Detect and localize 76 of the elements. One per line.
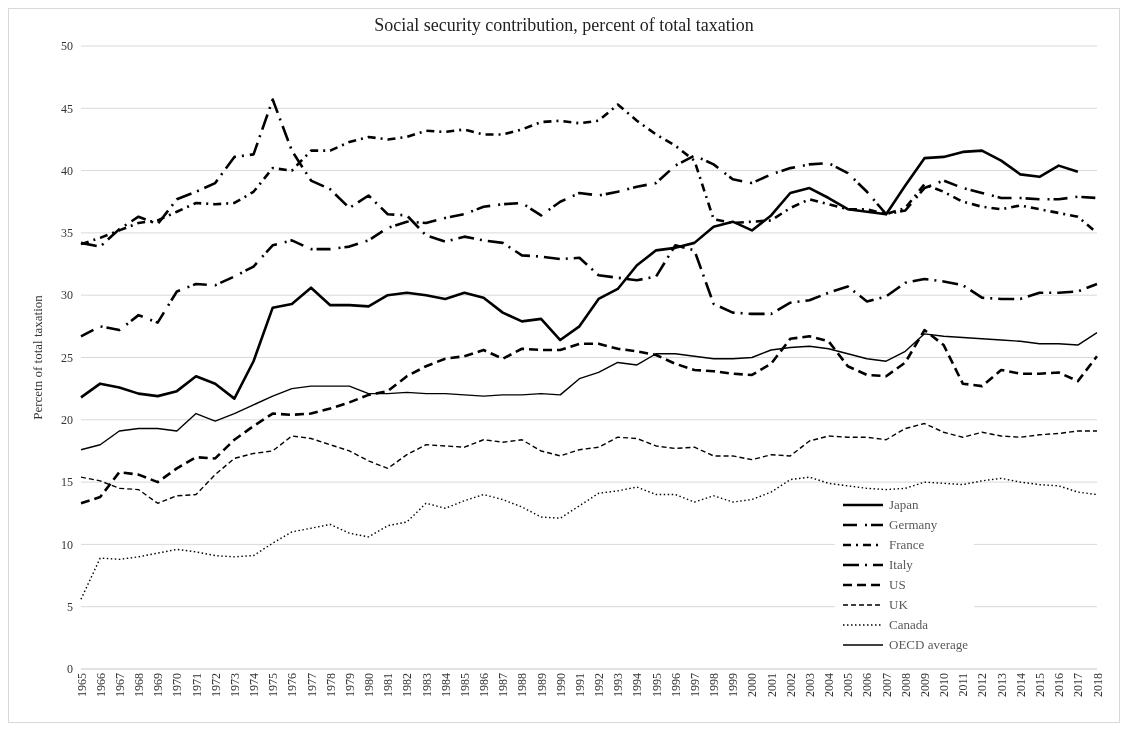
chart-title: Social security contribution, percent of total taxation [373,15,755,36]
x-tick-label: 2006 [860,673,875,697]
x-tick-label: 2013 [994,673,1009,697]
x-tick-label: 2003 [802,673,817,697]
x-tick-label: 1983 [419,673,434,697]
x-tick-label: 1977 [304,673,319,697]
x-tick-label: 2008 [898,673,913,697]
x-tick-label: 2012 [975,673,990,697]
x-tick-label: 1995 [649,673,664,697]
y-tick-label: 10 [61,537,73,552]
x-tick-label: 1979 [342,673,357,697]
y-tick-label: 30 [61,288,73,303]
x-tick-label: 2011 [956,673,971,697]
x-tick-label: 1969 [151,673,166,697]
y-tick-label: 45 [61,101,73,116]
y-tick-label: 25 [61,350,73,365]
x-tick-label: 1965 [74,673,89,697]
x-tick-label: 1978 [323,673,338,697]
y-axis-title: Percetn of total taxation [29,294,45,420]
x-tick-label: 1989 [534,673,549,697]
y-tick-label: 50 [61,39,73,54]
x-tick-label: 2018 [1090,673,1105,697]
y-tick-label: 15 [61,475,73,490]
x-tick-label: 1970 [170,673,185,697]
x-tick-label: 2001 [764,673,779,697]
x-tick-label: 1971 [189,673,204,697]
x-tick-label: 1990 [553,673,568,697]
x-tick-label: 1996 [668,673,683,697]
y-tick-label: 35 [61,226,73,241]
legend-label: Italy [889,557,913,573]
x-tick-label: 1997 [687,673,702,697]
x-tick-label: 2017 [1071,673,1086,697]
x-tick-label: 2007 [879,673,894,697]
x-tick-label: 1981 [381,673,396,697]
x-tick-label: 2004 [822,673,837,697]
x-tick-label: 1980 [362,673,377,697]
x-tick-label: 1986 [477,673,492,697]
x-tick-label: 1993 [611,673,626,697]
x-tick-label: 2015 [1033,673,1048,697]
x-tick-label: 1988 [515,673,530,697]
x-tick-label: 2016 [1052,673,1067,697]
legend-label: Germany [889,517,938,533]
x-tick-label: 2005 [841,673,856,697]
x-tick-label: 1967 [112,673,127,697]
y-tick-label: 5 [67,599,73,614]
x-tick-label: 1966 [93,673,108,697]
x-tick-label: 1985 [457,673,472,697]
x-tick-label: 2010 [937,673,952,697]
y-tick-label: 20 [61,413,73,428]
x-tick-label: 2002 [783,673,798,697]
legend-label: US [889,577,906,593]
x-tick-label: 1975 [266,673,281,697]
x-tick-label: 1999 [726,673,741,697]
x-tick-label: 1973 [227,673,242,697]
x-tick-label: 2009 [917,673,932,697]
legend-label: France [889,537,925,553]
y-tick-label: 40 [61,163,73,178]
legend-label: Canada [889,617,928,633]
x-tick-label: 1982 [400,673,415,697]
legend-label: OECD average [889,637,969,653]
x-tick-label: 1998 [707,673,722,697]
line-series [80,476,1098,600]
x-tick-label: 1968 [132,673,147,697]
legend-label: UK [889,597,908,613]
x-tick-label: 1974 [247,673,262,697]
y-tick-label: 0 [67,662,73,677]
x-tick-label: 1992 [592,673,607,697]
x-tick-label: 1994 [630,673,645,697]
x-tick-label: 2014 [1013,673,1028,697]
x-tick-label: 1976 [285,673,300,697]
x-tick-label: 1987 [496,673,511,697]
x-tick-label: 2000 [745,673,760,697]
x-tick-label: 1972 [208,673,223,697]
x-tick-label: 1991 [572,673,587,697]
legend-label: Japan [889,497,919,513]
x-tick-label: 1984 [438,673,453,697]
